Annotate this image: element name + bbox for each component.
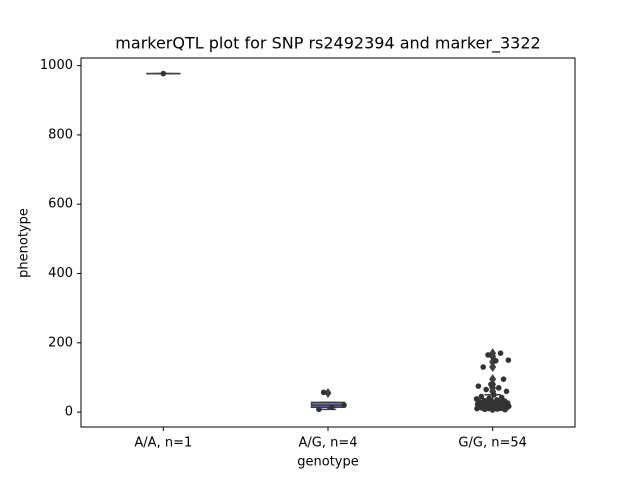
data-point xyxy=(492,358,499,364)
data-point xyxy=(320,389,327,396)
x-axis-label: genotype xyxy=(297,455,358,470)
data-point xyxy=(474,405,480,412)
data-point xyxy=(483,386,489,393)
data-point xyxy=(489,407,496,413)
y-tick-label: 200 xyxy=(48,335,73,350)
data-point xyxy=(505,357,512,363)
data-point xyxy=(481,406,488,413)
flier xyxy=(489,348,497,359)
data-point xyxy=(502,406,508,413)
data-point xyxy=(491,391,497,398)
data-point xyxy=(475,383,482,389)
y-tick-label: 0 xyxy=(65,405,73,420)
y-tick-label: 800 xyxy=(48,127,73,142)
chart-title: markerQTL plot for SNP rs2492394 and mar… xyxy=(115,34,540,54)
y-tick-label: 600 xyxy=(48,197,73,212)
y-tick-label: 400 xyxy=(48,266,73,281)
flier xyxy=(324,388,332,399)
x-tick-label: A/G, n=4 xyxy=(298,436,357,451)
y-axis-label: phenotype xyxy=(17,208,32,278)
data-point xyxy=(488,381,494,388)
data-point xyxy=(497,350,504,357)
data-point xyxy=(478,393,485,400)
data-point xyxy=(485,352,491,358)
data-point xyxy=(316,406,322,413)
data-point xyxy=(500,376,507,382)
plot-frame xyxy=(80,57,576,428)
data-point xyxy=(328,404,335,411)
data-point xyxy=(341,402,347,408)
data-point xyxy=(495,385,502,391)
y-tick-label: 1000 xyxy=(40,58,73,73)
x-tick-label: G/G, n=54 xyxy=(458,436,526,451)
x-tick-label: A/A, n=1 xyxy=(134,436,192,451)
flier xyxy=(489,362,497,373)
data-point xyxy=(494,406,501,412)
data-point xyxy=(503,388,510,395)
data-point xyxy=(160,70,167,77)
data-point xyxy=(480,364,486,370)
